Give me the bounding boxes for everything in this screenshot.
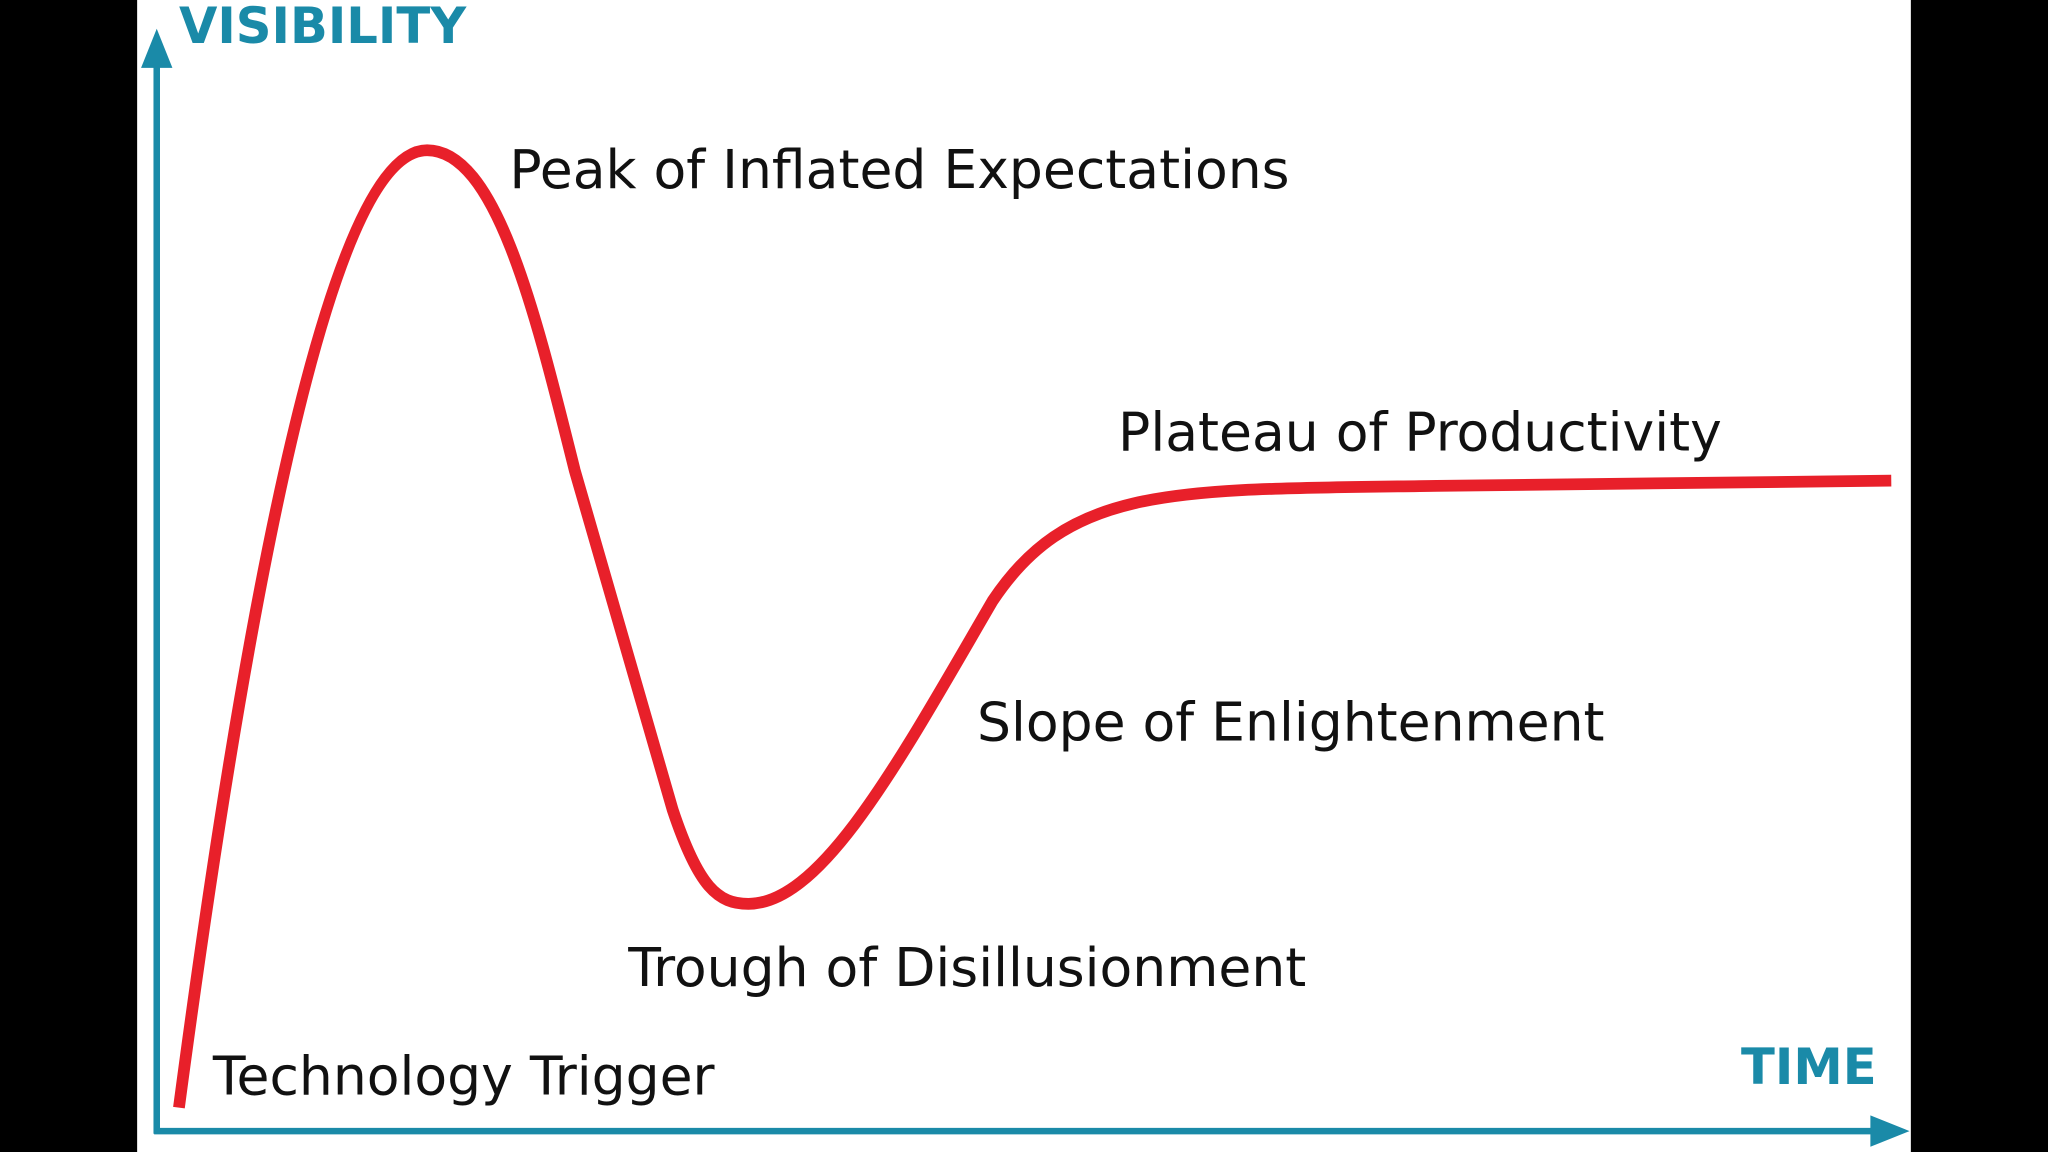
canvas [137, 0, 1911, 1152]
hype-curve [173, 144, 1892, 1109]
phase-label: Trough of Disillusionment [627, 936, 1306, 999]
x-axis-label: TIME [1741, 1038, 1877, 1096]
phase-label: Peak of Inflated Expectations [509, 138, 1289, 201]
phase-label: Plateau of Productivity [1118, 401, 1722, 464]
x-axis-arrow [1870, 1115, 1910, 1147]
y-axis-arrow [141, 28, 173, 68]
phase-label: Slope of Enlightenment [977, 691, 1605, 754]
phase-label: Technology Trigger [212, 1045, 716, 1108]
y-axis-label: VISIBILITY [179, 0, 467, 55]
